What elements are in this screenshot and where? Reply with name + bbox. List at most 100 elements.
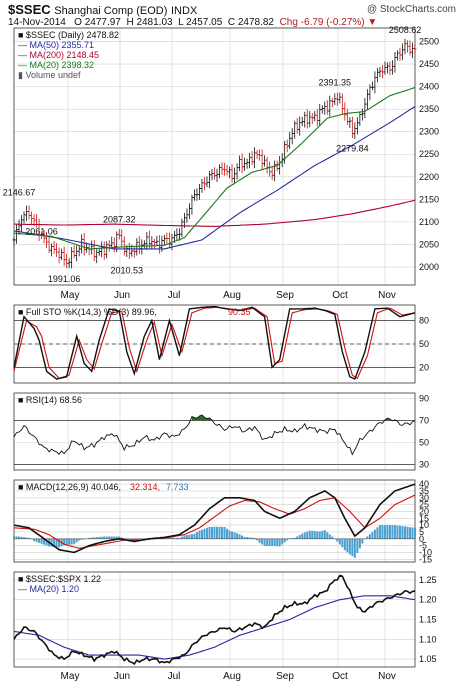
macd-histogram-bar: [291, 538, 294, 539]
price-annotation: 2508.62: [389, 25, 422, 35]
macd-signal-line: [13, 494, 416, 549]
price-annotation: 2146.67: [3, 188, 36, 198]
x-month-label: Oct: [332, 290, 348, 301]
macd-histogram-bar: [28, 537, 31, 539]
y-tick-label: -5: [419, 541, 427, 551]
watermark: @ StockCharts.com: [366, 4, 456, 15]
macd-histogram-bar: [283, 538, 286, 543]
macd-histogram-bar: [383, 525, 386, 539]
y-tick-label: 2300: [419, 127, 439, 137]
macd-histogram-bar: [53, 538, 56, 547]
ticker-symbol: $SSEC: [8, 2, 51, 17]
macd-histogram-bar: [13, 536, 15, 539]
macd-histogram-bar: [414, 527, 416, 539]
y-tick-label: 2500: [419, 37, 439, 47]
y-tick-label: 0: [419, 534, 424, 544]
panel-border: [13, 27, 416, 286]
macd-histogram-bar: [386, 525, 389, 539]
macd-histogram-bar: [338, 538, 341, 545]
macd-histogram-bar: [65, 538, 68, 545]
index-name: Shanghai Comp (EOD): [54, 5, 168, 17]
macd-histogram-bar: [346, 538, 349, 553]
macd-histogram-bar: [193, 533, 196, 539]
x-month-label: Nov: [378, 671, 396, 682]
macd-histogram-bar: [246, 537, 249, 539]
y-tick-label: 20: [419, 506, 429, 516]
x-month-label: Oct: [332, 671, 348, 682]
macd-histogram-bar: [351, 538, 354, 557]
macd-histogram-bar: [70, 538, 73, 545]
macd-histogram-bar: [113, 536, 116, 539]
macd-histogram-bar: [341, 538, 344, 548]
legend-ratio: ■ $SSEC:$SPX 1.22: [18, 574, 101, 584]
price-annotation: 2087.32: [103, 215, 136, 225]
macd-histogram-bar: [343, 538, 346, 551]
macd-histogram-bar: [406, 526, 409, 539]
price-annotation: 2061.06: [25, 226, 58, 236]
macd-histogram-bar: [278, 538, 281, 547]
macd-histogram-bar: [368, 534, 371, 539]
macd-histogram-bar: [178, 537, 181, 539]
macd-histogram-bar: [318, 531, 321, 539]
quote-change: Chg -6.79 (-0.27%): [279, 17, 365, 28]
ratio-ma-line: [13, 595, 416, 660]
macd-histogram-bar: [216, 526, 219, 539]
down-arrow-icon: ▼: [367, 17, 378, 28]
macd-histogram-bar: [103, 536, 106, 539]
macd-histogram-bar: [263, 538, 266, 547]
macd-histogram-bar: [43, 538, 46, 545]
macd-histogram-bar: [321, 530, 324, 539]
rsi-line: [13, 414, 416, 456]
macd-histogram-bar: [391, 525, 394, 539]
legend-volume: ▮ Volume undef: [18, 70, 81, 80]
macd-histogram-bar: [311, 530, 314, 539]
macd-histogram-bar: [316, 531, 319, 539]
y-tick-label: 25: [419, 500, 429, 510]
macd-histogram-bar: [55, 538, 58, 548]
quote-open: O 2477.97: [74, 17, 121, 28]
macd-histogram-bar: [135, 538, 138, 540]
macd-histogram-bar: [208, 526, 211, 539]
x-month-label: Jul: [168, 290, 181, 301]
macd-histogram-bar: [185, 535, 188, 539]
x-month-label: Jun: [114, 671, 130, 682]
y-tick-label: 80: [419, 316, 429, 326]
rsi-overbought-fill: [191, 415, 395, 421]
macd-histogram-bar: [296, 536, 299, 539]
macd-line: [13, 483, 416, 554]
macd-histogram-bar: [105, 536, 108, 539]
x-month-label: Nov: [378, 290, 396, 301]
macd-histogram-bar: [50, 538, 53, 547]
y-tick-label: 2250: [419, 149, 439, 159]
rsi-panel: 30 50 70 90 ■ RSI(14) 68.56: [13, 392, 429, 471]
macd-histogram-bar: [276, 538, 279, 547]
macd-histogram-bar: [371, 531, 374, 539]
legend-ma50: — MA(50) 2355.71: [18, 40, 94, 50]
macd-histogram-bar: [73, 538, 76, 545]
macd-histogram-bar: [303, 532, 306, 539]
legend-ma200: — MA(200) 2148.45: [18, 50, 99, 60]
macd-histogram-bar: [118, 536, 121, 539]
macd-histogram-bar: [323, 530, 326, 539]
y-tick-label: 1.25: [419, 575, 437, 585]
macd-histogram-bar: [25, 537, 28, 539]
macd-histogram-bar: [20, 536, 23, 539]
y-tick-label: 2050: [419, 239, 439, 249]
macd-histogram-bar: [376, 527, 379, 539]
macd-histogram-bar: [68, 538, 71, 545]
macd-histogram-bar: [388, 525, 391, 539]
macd-histogram-bar: [195, 532, 198, 539]
macd-histogram-bar: [173, 537, 176, 539]
price-annotation: 2010.53: [111, 265, 144, 275]
macd-histogram-bar: [75, 538, 78, 543]
quote-date: 14-Nov-2014: [8, 17, 66, 28]
macd-histogram-bar: [378, 525, 381, 539]
macd-histogram-bar: [233, 532, 236, 539]
macd-histogram-bar: [88, 537, 91, 539]
legend-macd: ■ MACD(12,26,9) 40.046,: [18, 482, 121, 492]
quote-low: L 2457.05: [178, 17, 223, 28]
macd-histogram-bar: [268, 538, 271, 547]
macd-histogram-bar: [221, 526, 224, 539]
macd-histogram-bar: [408, 527, 411, 539]
stoch-k-line: [13, 305, 416, 381]
